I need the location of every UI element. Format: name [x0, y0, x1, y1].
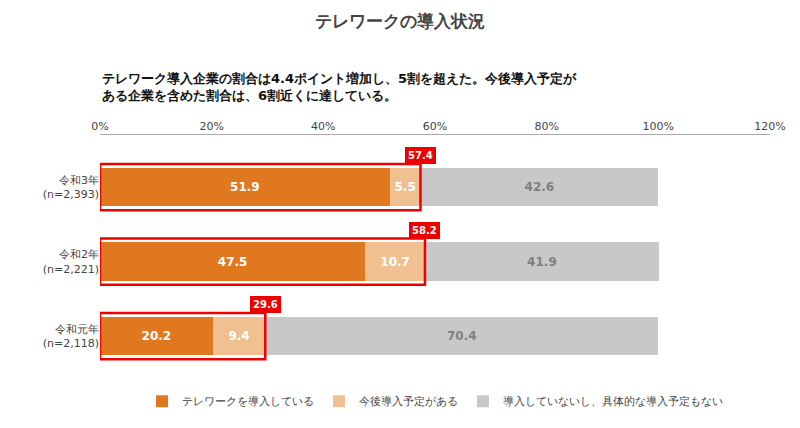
svg-text:80%: 80%	[534, 120, 558, 133]
svg-text:テレワークの導入状況: テレワークの導入状況	[315, 11, 485, 31]
svg-text:58.2: 58.2	[412, 225, 437, 236]
svg-text:令和3年(n=2,393): 令和3年(n=2,393)	[43, 174, 99, 201]
svg-text:120%: 120%	[754, 120, 785, 133]
svg-text:42.6: 42.6	[525, 180, 555, 194]
svg-text:5.5: 5.5	[394, 180, 415, 194]
svg-text:40%: 40%	[311, 120, 335, 133]
svg-text:57.4: 57.4	[408, 150, 433, 161]
svg-text:9.4: 9.4	[228, 329, 249, 343]
svg-text:今後導入予定がある: 今後導入予定がある	[359, 395, 458, 408]
svg-text:令和2年(n=2,221): 令和2年(n=2,221)	[43, 248, 99, 275]
svg-text:60%: 60%	[423, 120, 447, 133]
svg-text:20%: 20%	[199, 120, 223, 133]
svg-text:41.9: 41.9	[527, 255, 557, 269]
svg-text:100%: 100%	[643, 120, 674, 133]
svg-text:0%: 0%	[91, 120, 108, 133]
svg-text:29.6: 29.6	[253, 299, 278, 310]
svg-text:テレワークを導入している: テレワークを導入している	[182, 395, 314, 408]
svg-text:10.7: 10.7	[380, 255, 410, 269]
svg-text:導入していないし、具体的な導入予定もない: 導入していないし、具体的な導入予定もない	[503, 395, 723, 408]
svg-text:令和元年(n=2,118): 令和元年(n=2,118)	[43, 323, 99, 350]
svg-text:47.5: 47.5	[218, 255, 248, 269]
svg-text:テレワーク導入企業の割合は4.4ポイント増加し、5割を超えた: テレワーク導入企業の割合は4.4ポイント増加し、5割を超えた。今後導入予定がある…	[102, 71, 577, 103]
svg-text:70.4: 70.4	[447, 329, 477, 343]
svg-text:20.2: 20.2	[142, 329, 172, 343]
svg-text:51.9: 51.9	[230, 180, 260, 194]
